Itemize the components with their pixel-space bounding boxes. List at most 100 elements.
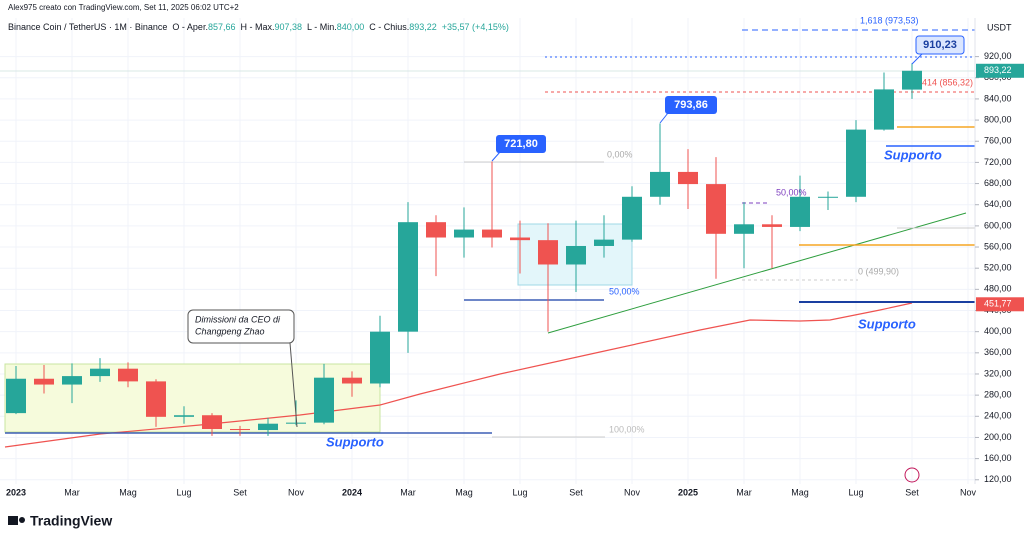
- note-text: Dimissioni da CEO di: [195, 314, 281, 324]
- candle-body: [6, 378, 26, 414]
- y-tick-label: 240,00: [984, 411, 1012, 421]
- fib-label: 50,00%: [609, 286, 640, 296]
- candle-body: [566, 245, 586, 265]
- callout-box: [915, 35, 965, 55]
- grid: [0, 18, 975, 484]
- fib-label: 100,00%: [609, 424, 645, 434]
- label: O - Aper.: [172, 22, 208, 32]
- change: +35,57 (+4,15%): [442, 22, 509, 32]
- support-label: Supporto: [326, 434, 384, 449]
- y-tick-label: 640,00: [984, 199, 1012, 209]
- logo-mark: [19, 517, 25, 523]
- price-label: 893,22: [984, 65, 1012, 75]
- candle-body: [398, 222, 418, 332]
- candle-body: [62, 376, 82, 385]
- label: C - Chius.: [369, 22, 409, 32]
- callout: 721,80: [491, 135, 546, 162]
- fib-label: 50,00%: [776, 187, 807, 197]
- candle-body: [762, 224, 782, 227]
- candles: [6, 63, 922, 436]
- candle-body: [706, 184, 726, 234]
- callout-box: [496, 135, 546, 153]
- callout-pointer: [659, 112, 669, 124]
- note-box: [187, 309, 295, 344]
- candle-body: [902, 70, 922, 90]
- candle-body: [314, 377, 334, 423]
- x-tick-label: 2025: [678, 487, 698, 497]
- legend-header: Binance Coin / TetherUS · 1M · Binance O …: [8, 22, 509, 32]
- x-tick-label: 2024: [342, 487, 362, 497]
- x-tick-label: Set: [233, 487, 247, 497]
- candle-body: [286, 422, 306, 424]
- candle-body: [594, 239, 614, 246]
- y-tick-label: 680,00: [984, 178, 1012, 188]
- x-tick-label: Lug: [512, 487, 527, 497]
- value: 893,22: [409, 22, 437, 32]
- y-unit: USDT: [987, 22, 1012, 32]
- x-tick-label: 2023: [6, 487, 26, 497]
- value: 907,38: [275, 22, 303, 32]
- trend-line: [547, 212, 967, 334]
- x-tick-label: Mar: [400, 487, 416, 497]
- candle-body: [90, 368, 110, 377]
- callout-pointer: [911, 53, 923, 65]
- fib-label: 414 (856,32): [922, 77, 973, 87]
- y-tick-label: 760,00: [984, 136, 1012, 146]
- candle-body: [454, 229, 474, 238]
- y-tick-label: 720,00: [984, 157, 1012, 167]
- callout-text: 793,86: [674, 99, 708, 111]
- icon: [904, 467, 920, 483]
- x-tick-label: Set: [569, 487, 583, 497]
- candle-body: [482, 229, 502, 238]
- y-tick-label: 360,00: [984, 347, 1012, 357]
- candle-body: [34, 378, 54, 385]
- author: Alex975 creato con TradingView.com, Set …: [8, 3, 239, 12]
- candle-body: [258, 423, 278, 431]
- callout: 793,86: [659, 96, 717, 124]
- y-tick-label: 160,00: [984, 453, 1012, 463]
- x-tick-label: Mar: [736, 487, 752, 497]
- candle-body: [370, 331, 390, 384]
- x-tick-label: Lug: [848, 487, 863, 497]
- candle-body: [426, 222, 446, 238]
- candle-body: [622, 196, 642, 240]
- fib-label: 1,618 (973,53): [860, 15, 919, 25]
- y-tick-label: 320,00: [984, 368, 1012, 378]
- y-tick-label: 840,00: [984, 93, 1012, 103]
- candle-body: [202, 415, 222, 429]
- candle-body: [230, 428, 250, 431]
- y-tick-label: 600,00: [984, 220, 1012, 230]
- x-tick-label: Mag: [455, 487, 473, 497]
- callout-text: 721,80: [504, 138, 538, 150]
- y-tick-label: 800,00: [984, 114, 1012, 124]
- candle-body: [734, 224, 754, 234]
- candle-body: [650, 171, 670, 197]
- x-tick-label: Nov: [960, 487, 977, 497]
- fib-label: 0 (499,90): [858, 266, 899, 276]
- y-tick-label: 280,00: [984, 390, 1012, 400]
- x-tick-label: Set: [905, 487, 919, 497]
- x-tick-label: Lug: [176, 487, 191, 497]
- ceo-note: Dimissioni da CEO di Changpeng Zhao: [187, 309, 298, 428]
- y-tick-label: 920,00: [984, 51, 1012, 61]
- note-pointer: [289, 342, 298, 428]
- value: 857,66: [208, 22, 236, 32]
- y-tick-label: 520,00: [984, 263, 1012, 273]
- y-tick-label: 200,00: [984, 432, 1012, 442]
- candle-body: [790, 196, 810, 227]
- label: H - Max.: [240, 22, 274, 32]
- y-tick-label: 560,00: [984, 241, 1012, 251]
- candle-body: [874, 89, 894, 130]
- logo: TradingView: [8, 513, 112, 529]
- y-tick-label: 120,00: [984, 474, 1012, 484]
- callout-pointer: [491, 151, 501, 162]
- x-tick-label: Nov: [624, 487, 641, 497]
- candle-body: [538, 240, 558, 265]
- logo-mark: [8, 516, 18, 525]
- x-tick-label: Mag: [791, 487, 809, 497]
- price-label-box: [976, 297, 1024, 312]
- candle-body: [174, 415, 194, 417]
